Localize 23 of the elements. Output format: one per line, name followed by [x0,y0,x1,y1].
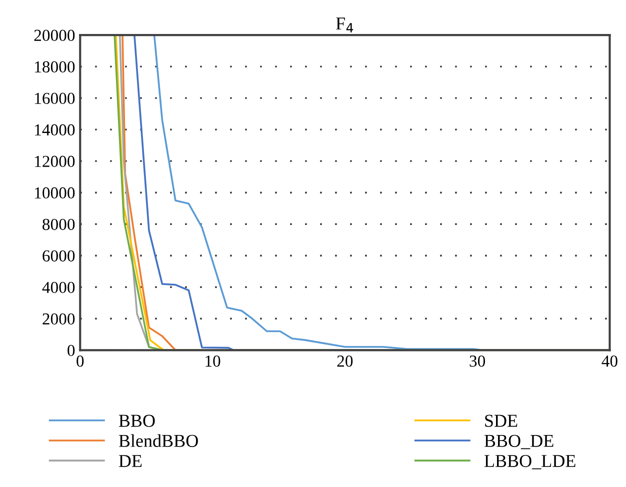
x-tick-label: 0 [76,355,84,367]
y-tick-label: 4000 [42,282,75,294]
y-tick-label: 16000 [35,92,75,104]
y-tick-label: 20000 [34,30,75,42]
legend-label: SDE [485,414,518,427]
legend-label: BlendBBO [118,434,198,447]
x-tick-label: 40 [602,355,618,367]
y-tick-label: 0 [68,344,75,356]
y-tick-label: 6000 [42,250,75,262]
legend-label: LBBO_LDE [484,454,576,470]
y-tick-label: 10000 [35,187,75,199]
y-tick-label: 14000 [35,124,75,136]
x-tick-label: 20 [337,355,353,367]
y-tick-label: 8000 [42,218,75,230]
legend-label: DE [118,455,142,467]
legend-label: BBO [118,414,155,427]
y-tick-label: 12000 [35,156,75,168]
y-tick-label: 18000 [35,61,75,73]
x-tick-label: 10 [206,355,220,367]
legend-label: BBO_DE [484,434,554,450]
chart-title: F$_{4}$ [336,18,354,32]
x-tick-label: 30 [470,355,486,367]
y-tick-label: 2000 [42,313,75,325]
